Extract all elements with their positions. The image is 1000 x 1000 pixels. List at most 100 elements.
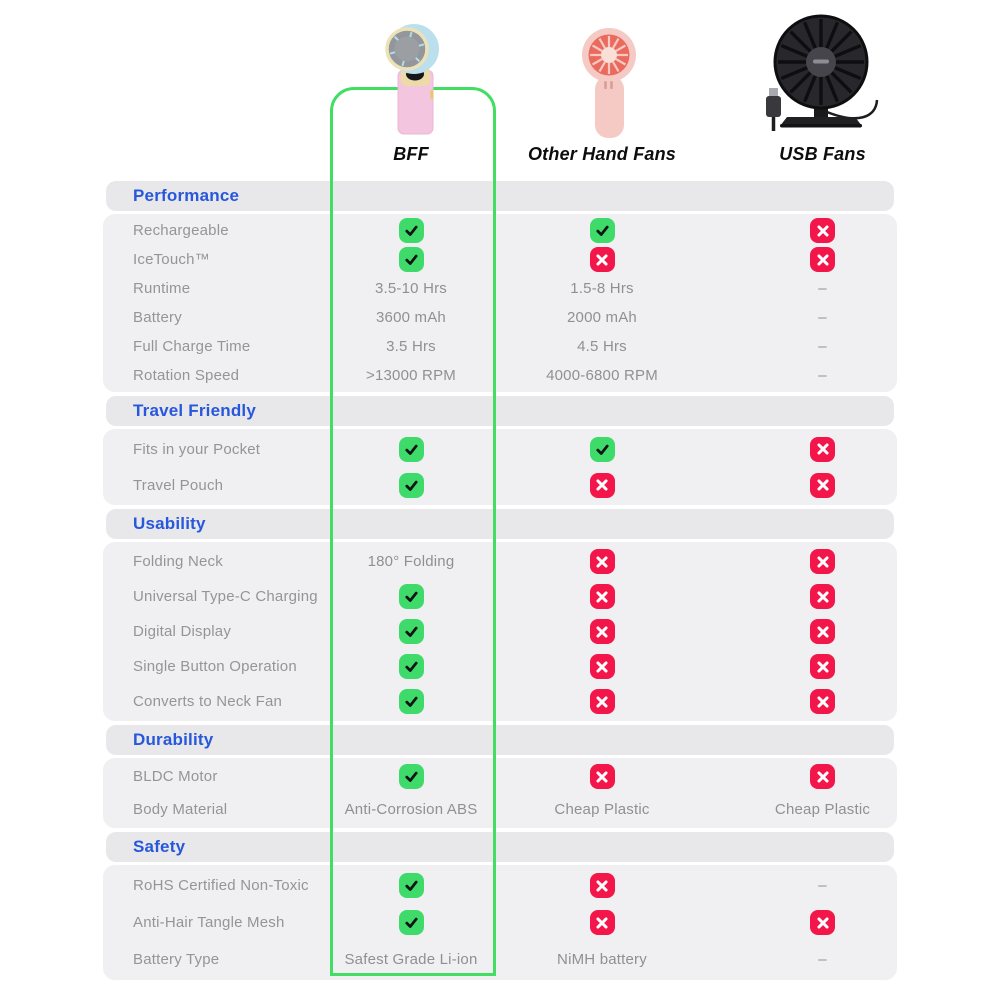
feature-label: Battery <box>133 309 182 326</box>
check-icon <box>398 472 424 498</box>
value-cell-usb-fans: – <box>818 877 827 894</box>
value-cell-usb-fans <box>710 472 897 498</box>
section-title: Safety <box>133 837 186 856</box>
feature-row: Folding Neck 180° Folding <box>103 544 897 579</box>
value-cell-other-hand-fans <box>494 689 710 714</box>
value-cell-bff: Anti-Corrosion ABS <box>344 801 478 818</box>
feature-row: Rechargeable <box>103 216 897 245</box>
cross-icon <box>810 910 835 935</box>
section-header-safety: Safety <box>106 832 894 862</box>
value-cell-usb-fans <box>710 619 897 644</box>
value-cell-bff <box>328 218 494 243</box>
cross-icon <box>589 689 615 714</box>
cross-icon <box>589 764 615 789</box>
feature-row: Body Material Anti-Corrosion ABS Cheap Pla… <box>103 793 897 826</box>
value-cell-bff <box>328 619 494 644</box>
section-title: Travel Friendly <box>133 401 256 420</box>
value-cell-usb-fans <box>710 689 897 714</box>
value-cell-usb-fans: – <box>818 309 827 326</box>
value-cell-usb-fans: – <box>818 951 827 968</box>
cross-icon <box>589 549 615 574</box>
section-body: RoHS Certified Non-Toxic – Anti-Hair Tangl… <box>103 865 897 980</box>
usb-fans-product-image <box>766 14 879 131</box>
value-cell-bff <box>328 689 494 714</box>
section-title: Usability <box>133 514 206 533</box>
cross-icon <box>810 436 835 462</box>
feature-row: Single Button Operation <box>103 649 897 684</box>
value-cell-other-hand-fans <box>494 764 710 789</box>
value-cell-bff: 3.5 Hrs <box>386 338 436 355</box>
column-headers-row: BFF Other Hand Fans USB Fans <box>103 138 897 170</box>
value-cell-usb-fans <box>710 764 897 789</box>
feature-label: Travel Pouch <box>133 476 224 494</box>
feature-label: BLDC Motor <box>133 768 218 785</box>
feature-row: BLDC Motor <box>103 760 897 793</box>
section-header-usability: Usability <box>106 509 894 539</box>
cross-icon <box>810 689 835 714</box>
value-cell-bff <box>328 472 494 498</box>
feature-label: Body Material <box>133 801 228 818</box>
feature-row: Travel Pouch <box>103 467 897 503</box>
feature-row: Runtime 3.5-10 Hrs 1.5-8 Hrs – <box>103 274 897 303</box>
feature-row: Fits in your Pocket <box>103 431 897 467</box>
feature-label: RoHS Certified Non-Toxic <box>133 877 309 894</box>
cross-icon <box>589 247 615 272</box>
feature-label: Digital Display <box>133 623 232 640</box>
cross-icon <box>810 764 835 789</box>
check-icon <box>398 584 424 609</box>
cross-icon <box>810 218 835 243</box>
column-header-other-hand-fans: Other Hand Fans <box>527 143 677 164</box>
feature-row: Full Charge Time 3.5 Hrs 4.5 Hrs – <box>103 332 897 361</box>
column-header-usb-fans: USB Fans <box>779 143 866 164</box>
value-cell-bff: 3600 mAh <box>376 309 446 326</box>
check-icon <box>398 247 424 272</box>
feature-label: Folding Neck <box>133 553 223 570</box>
value-cell-other-hand-fans: 2000 mAh <box>567 309 637 326</box>
value-cell-usb-fans <box>710 910 897 935</box>
value-cell-bff <box>328 654 494 679</box>
feature-label: Single Button Operation <box>133 658 297 675</box>
value-cell-usb-fans <box>710 584 897 609</box>
check-icon <box>398 436 424 462</box>
feature-row: Battery Type Safest Grade Li-ion NiMH batt… <box>103 941 897 978</box>
feature-label: Runtime <box>133 280 191 297</box>
feature-label: Rechargeable <box>133 222 229 239</box>
value-cell-other-hand-fans <box>494 873 710 898</box>
value-cell-bff <box>328 764 494 789</box>
value-cell-usb-fans <box>710 436 897 462</box>
value-cell-other-hand-fans: 4.5 Hrs <box>577 338 627 355</box>
cross-icon <box>589 472 615 498</box>
check-icon <box>398 910 424 935</box>
value-cell-bff <box>328 910 494 935</box>
value-cell-usb-fans: – <box>818 280 827 297</box>
value-cell-bff <box>328 584 494 609</box>
section-body: BLDC Motor Body Material Anti-Corrosion AB… <box>103 758 897 828</box>
value-cell-usb-fans <box>710 247 897 272</box>
section-header-durability: Durability <box>106 725 894 755</box>
value-cell-other-hand-fans <box>494 910 710 935</box>
feature-label: IceTouch™ <box>133 251 210 268</box>
check-icon <box>398 218 424 243</box>
value-cell-other-hand-fans <box>494 619 710 644</box>
value-cell-bff: 3.5-10 Hrs <box>374 280 448 297</box>
feature-label: Fits in your Pocket <box>133 440 261 458</box>
value-cell-other-hand-fans <box>494 218 710 243</box>
feature-row: Battery 3600 mAh 2000 mAh – <box>103 303 897 332</box>
value-cell-other-hand-fans: 1.5-8 Hrs <box>570 280 634 297</box>
value-cell-usb-fans <box>710 549 897 574</box>
cross-icon <box>810 654 835 679</box>
cross-icon <box>810 472 835 498</box>
value-cell-bff <box>328 873 494 898</box>
feature-label: Battery Type <box>133 951 220 968</box>
value-cell-usb-fans: Cheap Plastic <box>774 801 871 818</box>
cross-icon <box>810 247 835 272</box>
section-body: Folding Neck 180° Folding Universal Type-C… <box>103 542 897 721</box>
feature-row: Anti-Hair Tangle Mesh <box>103 904 897 941</box>
value-cell-bff: >13000 RPM <box>366 367 456 384</box>
value-cell-other-hand-fans <box>494 247 710 272</box>
cross-icon <box>589 654 615 679</box>
cross-icon <box>810 584 835 609</box>
feature-row: RoHS Certified Non-Toxic – <box>103 867 897 904</box>
feature-row: IceTouch™ <box>103 245 897 274</box>
